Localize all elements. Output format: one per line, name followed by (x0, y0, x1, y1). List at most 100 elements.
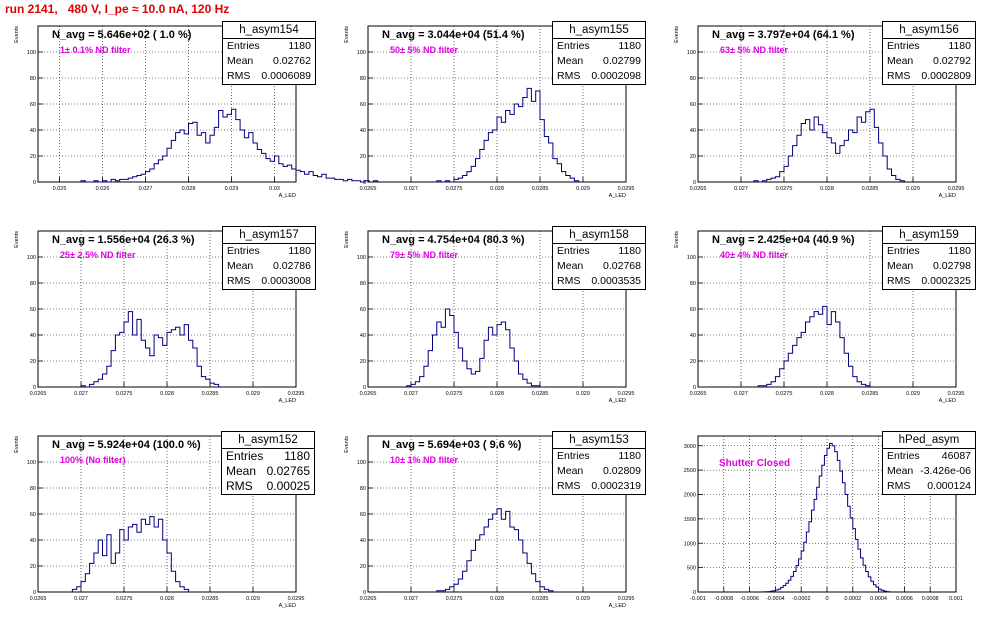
histogram-series (753, 108, 905, 183)
y-axis-label: Events (14, 231, 20, 248)
x-tick-label: 0.0285 (532, 596, 549, 602)
stat-label: Mean (557, 260, 584, 272)
x-tick-label: 0.029 (576, 186, 590, 192)
stat-rms: RMS 0.0003008 (223, 274, 315, 289)
stat-rms: RMS 0.0003535 (553, 274, 645, 289)
histogram-series (406, 308, 541, 387)
x-tick-label: 0.0275 (776, 186, 793, 192)
y-tick-label: 60 (30, 307, 36, 313)
stats-box: h_asym157 Entries 1180 Mean 0.02786 RMS 0.0003… (222, 226, 316, 290)
y-tick-label: 500 (687, 566, 696, 572)
histogram-series (762, 442, 892, 593)
stat-value: 0.02765 (266, 464, 310, 478)
stat-entries: Entries 1180 (553, 39, 645, 54)
x-tick-label: 0.0275 (116, 596, 133, 602)
stat-value: 1180 (618, 450, 641, 462)
x-tick-label: 0.027 (74, 391, 88, 397)
histogram-name: h_asym158 (553, 227, 645, 244)
stat-value: 0.0006089 (261, 70, 311, 82)
stat-value: 1180 (948, 245, 971, 257)
y-tick-label: 100 (687, 255, 696, 261)
stat-mean: Mean 0.02792 (883, 54, 975, 69)
stat-value: 0.02799 (603, 55, 641, 67)
stat-value: 0.02762 (273, 55, 311, 67)
histogram-name: h_asym154 (223, 22, 315, 39)
x-axis-label: A_LED (609, 193, 626, 199)
stat-label: RMS (557, 480, 581, 492)
y-tick-label: 40 (30, 538, 36, 544)
x-tick-label: 0.029 (576, 596, 590, 602)
stat-label: Entries (887, 40, 920, 52)
x-tick-label: -0.0008 (714, 596, 733, 602)
x-tick-label: 0.028 (820, 391, 834, 397)
histogram-plot: 0.0265 0.027 0.0275 0.028 0.0285 0.029 0.0295 0… (674, 25, 964, 199)
stat-label: RMS (887, 70, 911, 82)
histogram-name: h_asym157 (223, 227, 315, 244)
n-avg-label: N_avg = 3.797e+04 (64.1 %) (712, 29, 855, 41)
x-tick-label: 0.027 (404, 596, 418, 602)
x-tick-label: 0.0004 (870, 596, 887, 602)
histogram-panel: 0.025 0.026 0.027 0.028 0.029 0.03 0 20 40 60 80 10… (0, 20, 382, 199)
stats-box: hPed_asym Entries 46087 Mean -3.426e-06 RMS 0.… (882, 431, 976, 495)
stat-value: 0.0002809 (921, 70, 971, 82)
stats-box: h_asym159 Entries 1180 Mean 0.02798 RMS 0.0002… (882, 226, 976, 290)
y-tick-label: 60 (360, 512, 366, 518)
x-tick-label: 0.0295 (618, 391, 635, 397)
histogram-panel: 0.0265 0.027 0.0275 0.028 0.0285 0.029 0.0295 0… (0, 225, 316, 404)
stat-value: 0.02786 (273, 260, 311, 272)
histogram-series (80, 108, 382, 183)
stat-value: 1180 (288, 40, 311, 52)
stat-entries: Entries 1180 (223, 244, 315, 259)
x-tick-label: 0.027 (139, 186, 153, 192)
x-tick-label: 0.029 (906, 391, 920, 397)
stat-label: Mean (226, 464, 257, 478)
stat-entries: Entries 1180 (883, 244, 975, 259)
histogram-series (436, 508, 554, 592)
x-tick-label: 0.0008 (922, 596, 939, 602)
y-tick-label: 60 (360, 307, 366, 313)
histogram-name: h_asym156 (883, 22, 975, 39)
y-axis-label: Events (674, 26, 680, 43)
y-tick-label: 0 (363, 590, 366, 596)
stat-entries: Entries 1180 (553, 244, 645, 259)
n-avg-label: N_avg = 3.044e+04 (51.4 %) (382, 29, 525, 41)
stat-label: RMS (557, 70, 581, 82)
y-tick-label: 80 (360, 76, 366, 82)
x-tick-label: 0.03 (269, 186, 280, 192)
x-tick-label: 0.0285 (862, 186, 879, 192)
stat-value: 0.00025 (266, 479, 310, 493)
histogram-name: hPed_asym (883, 432, 975, 449)
histogram-panel: 0.0265 0.027 0.0275 0.028 0.0285 0.029 0.0295 0… (330, 225, 646, 404)
y-tick-label: 100 (687, 50, 696, 56)
stat-mean: Mean 0.02765 (222, 464, 314, 479)
x-tick-label: 0.0285 (202, 391, 219, 397)
x-tick-label: -0.0002 (792, 596, 811, 602)
x-tick-label: 0.0295 (288, 391, 305, 397)
stat-value: 46087 (941, 450, 971, 462)
y-tick-label: 20 (690, 154, 696, 160)
y-tick-label: 100 (27, 50, 36, 56)
stat-label: Entries (557, 450, 590, 462)
stat-mean: Mean 0.02786 (223, 259, 315, 274)
histogram-plot: 0.0265 0.027 0.0275 0.028 0.0285 0.029 0.0295 0… (14, 230, 304, 404)
stat-label: Entries (557, 40, 590, 52)
stat-mean: Mean 0.02799 (553, 54, 645, 69)
x-tick-label: -0.001 (690, 596, 706, 602)
y-tick-label: 3000 (684, 444, 696, 450)
y-tick-label: 60 (690, 307, 696, 313)
x-tick-label: 0.0265 (360, 391, 377, 397)
y-tick-label: 0 (33, 385, 36, 391)
x-tick-label: 0.0275 (776, 391, 793, 397)
stat-value: -3.426e-06 (920, 465, 971, 477)
stat-label: Mean (887, 55, 914, 67)
stat-value: 0.0003535 (591, 275, 641, 287)
stat-label: Entries (226, 449, 264, 463)
x-tick-label: 0.0265 (360, 596, 377, 602)
x-tick-label: 0.029 (246, 391, 260, 397)
y-tick-label: 60 (30, 102, 36, 108)
x-tick-label: 0.029 (246, 596, 260, 602)
histogram-plot: 0.0265 0.027 0.0275 0.028 0.0285 0.029 0.0295 0… (674, 230, 964, 404)
x-tick-label: 0.0275 (116, 391, 133, 397)
x-tick-label: 0.001 (949, 596, 963, 602)
x-tick-label: 0.027 (74, 596, 88, 602)
